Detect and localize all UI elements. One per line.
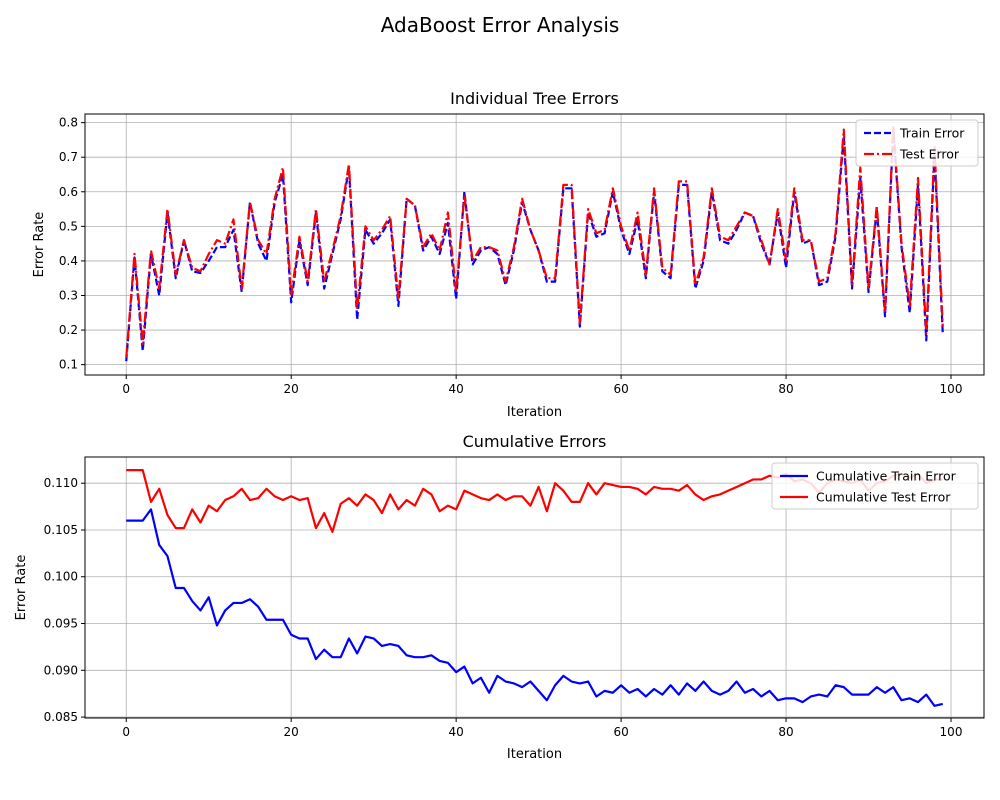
x-tick-label: 80 xyxy=(778,725,793,739)
x-axis-label: Iteration xyxy=(507,405,562,420)
y-tick-label: 0.095 xyxy=(44,617,78,631)
cumulative-errors-plot: Cumulative Errors 0 20 40 60 80 100 0.085 0.090… xyxy=(14,432,985,762)
x-tick-label: 80 xyxy=(778,382,793,396)
plot-frame xyxy=(84,113,985,376)
series-line-test-error xyxy=(125,124,944,358)
y-tick-label: 0.4 xyxy=(59,254,78,268)
y-tick-label: 0.110 xyxy=(44,476,78,490)
figure-title: AdaBoost Error Analysis xyxy=(381,13,620,37)
y-axis-label: Error Rate xyxy=(32,212,47,278)
x-tick-label: 60 xyxy=(613,725,628,739)
x-axis-label: Iteration xyxy=(507,747,562,762)
legend-box xyxy=(771,462,979,510)
individual-tree-errors-plot: Individual Tree Errors 0 20 40 60 80 100 0.1 0.… xyxy=(32,89,985,420)
y-tick-label: 0.100 xyxy=(44,570,78,584)
legend: Cumulative Train Error Cumulative Test Er… xyxy=(771,462,979,510)
ticks: 0 20 40 60 80 100 0.1 0.2 0.3 0.4 0.5 0.6 0.7 0.8 xyxy=(59,116,963,396)
legend-label: Test Error xyxy=(899,147,960,162)
legend-label: Cumulative Test Error xyxy=(816,490,951,505)
y-tick-label: 0.8 xyxy=(59,116,78,130)
legend-label: Cumulative Train Error xyxy=(816,469,957,484)
y-tick-label: 0.090 xyxy=(44,663,78,677)
x-tick-label: 100 xyxy=(940,382,963,396)
x-tick-label: 40 xyxy=(449,382,464,396)
x-tick-label: 100 xyxy=(940,725,963,739)
x-tick-label: 0 xyxy=(122,725,130,739)
x-tick-label: 0 xyxy=(122,382,130,396)
series-line-train-error xyxy=(125,128,944,362)
x-tick-label: 20 xyxy=(284,725,299,739)
plot-title: Individual Tree Errors xyxy=(450,89,619,108)
legend: Train Error Test Error xyxy=(855,119,979,167)
x-tick-label: 60 xyxy=(613,382,628,396)
y-tick-label: 0.3 xyxy=(59,288,78,302)
x-tick-label: 40 xyxy=(449,725,464,739)
y-tick-label: 0.2 xyxy=(59,323,78,337)
legend-label: Train Error xyxy=(899,126,965,141)
y-tick-label: 0.085 xyxy=(44,710,78,724)
x-tick-label: 20 xyxy=(284,382,299,396)
y-tick-label: 0.5 xyxy=(59,219,78,233)
y-axis-label: Error Rate xyxy=(14,555,29,621)
y-tick-label: 0.105 xyxy=(44,523,78,537)
y-tick-label: 0.7 xyxy=(59,150,78,164)
series-lines xyxy=(125,124,944,362)
plot-frame xyxy=(84,456,985,719)
ticks: 0 20 40 60 80 100 0.085 0.090 0.095 0.100 0.105 0.1… xyxy=(44,476,963,739)
y-tick-label: 0.6 xyxy=(59,185,78,199)
y-tick-label: 0.1 xyxy=(59,358,78,372)
plot-title: Cumulative Errors xyxy=(463,432,607,451)
series-line-cumulative-train-error xyxy=(126,508,944,707)
